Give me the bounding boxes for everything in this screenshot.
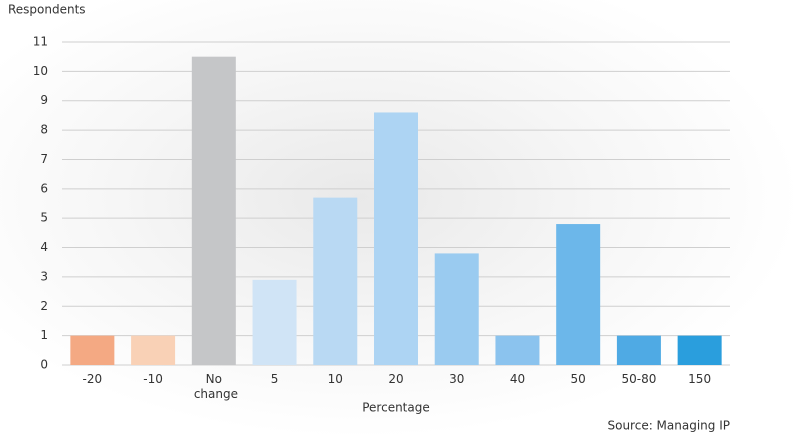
x-tick-label: 50	[570, 372, 586, 386]
x-tick-label: 50-80	[621, 372, 657, 386]
y-tick-label: 0	[40, 358, 48, 372]
bar	[191, 56, 236, 365]
x-tick-label: 150	[688, 372, 712, 386]
y-tick-label: 4	[40, 240, 48, 254]
bar	[434, 253, 479, 365]
x-tick-label: 20	[388, 372, 404, 386]
bar	[313, 197, 358, 365]
bar	[677, 335, 722, 365]
x-tick-label: 30	[449, 372, 465, 386]
y-tick-label: 5	[40, 211, 48, 225]
bar	[495, 335, 540, 365]
bar	[131, 335, 176, 365]
bar	[70, 335, 115, 365]
y-tick-label: 9	[40, 93, 48, 107]
x-tick-label: 40	[509, 372, 526, 386]
y-tick-label: 7	[40, 152, 48, 166]
y-tick-label: 10	[33, 64, 48, 78]
y-axis-title: Respondents	[8, 3, 86, 17]
y-tick-label: 2	[40, 299, 48, 313]
y-tick-label: 8	[40, 123, 48, 137]
y-tick-label: 6	[40, 181, 48, 195]
y-tick-label: 3	[40, 269, 48, 283]
bar	[556, 224, 601, 365]
x-tick-label: 5	[270, 372, 279, 386]
source-note: Source: Managing IP	[607, 419, 730, 433]
bar	[252, 279, 297, 365]
bar	[616, 335, 661, 365]
x-tick-label: -20	[82, 372, 103, 386]
bar	[374, 112, 418, 366]
x-tick-label: -10	[143, 372, 163, 386]
x-axis-title: Percentage	[362, 401, 430, 415]
y-tick-label: 1	[40, 328, 48, 342]
x-tick-label: No change	[193, 372, 238, 401]
y-tick-label: 11	[33, 35, 48, 49]
x-tick-label: 10	[327, 372, 343, 386]
